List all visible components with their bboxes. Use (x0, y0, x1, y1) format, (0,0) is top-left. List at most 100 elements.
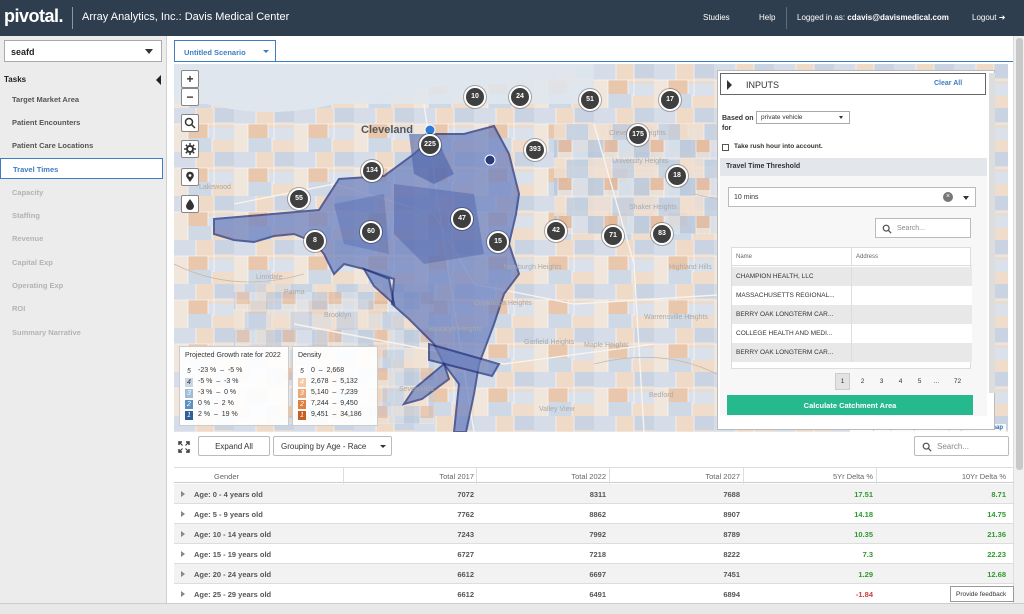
map-layer-button[interactable] (181, 195, 199, 213)
tab-untitled-scenario[interactable]: Untitled Scenario (174, 40, 276, 62)
scrollbar-thumb[interactable] (1016, 38, 1023, 470)
map-cluster[interactable]: 60 (360, 221, 382, 243)
total-2027-cell: 7688 (723, 490, 740, 499)
inputs-header[interactable]: INPUTS Clear All (720, 73, 986, 95)
grouping-select[interactable]: Grouping by Age - Race (273, 436, 392, 456)
page-button[interactable]: 1 (835, 373, 850, 390)
place-label: Maple Heights (584, 342, 629, 349)
column-header-total-2027[interactable]: Total 2027 (705, 472, 740, 481)
column-header-total-2022[interactable]: Total 2022 (571, 472, 606, 481)
table-row[interactable]: Age: 5 - 9 years old 7762 8862 8907 14.18 14.… (174, 504, 1013, 524)
map-cluster[interactable]: 24 (509, 86, 531, 108)
column-header-gender[interactable]: Gender (214, 472, 240, 481)
map-pin-button[interactable] (181, 168, 199, 186)
threshold-select[interactable]: 10 mins × (728, 187, 976, 207)
total-2027-cell: 8907 (723, 510, 740, 519)
page-button[interactable]: 4 (898, 378, 903, 385)
table-row[interactable]: Age: 10 - 14 years old 7243 7992 8789 10.35 2… (174, 524, 1013, 544)
sidebar-item-capacity[interactable]: Capacity (12, 188, 44, 197)
page-button[interactable]: 3 (879, 378, 884, 385)
map-cluster[interactable]: 18 (666, 165, 688, 187)
calculate-catchment-button[interactable]: Calculate Catchment Area (727, 395, 973, 415)
sidebar-item-roi[interactable]: ROI (12, 304, 26, 313)
zoom-out-button[interactable]: − (181, 88, 199, 106)
place-label: Lakewood (199, 184, 231, 191)
provide-feedback-button[interactable]: Provide feedback (950, 586, 1014, 602)
map-cluster[interactable]: 225 (419, 134, 441, 156)
sidebar-item-summary-narrative[interactable]: Summary Narrative (12, 328, 81, 337)
map-cluster[interactable]: 55 (288, 188, 310, 210)
zoom-in-button[interactable]: + (181, 70, 199, 88)
table-row[interactable]: Age: 20 - 24 years old 6612 6697 7451 1.29 12… (174, 564, 1013, 584)
transport-mode-select[interactable]: private vehicle (756, 111, 850, 124)
page-scrollbar[interactable] (1013, 36, 1024, 614)
location-row[interactable]: BERRY OAK LONGTERM CAR... (732, 305, 972, 324)
map-cluster[interactable]: 47 (451, 208, 473, 230)
expand-row-icon[interactable] (181, 551, 185, 557)
expand-all-button[interactable]: Expand All (198, 436, 270, 456)
page-button[interactable]: 5 (917, 378, 922, 385)
sidebar-item-patient-care-locations[interactable]: Patient Care Locations (12, 141, 94, 150)
collapse-inputs-icon[interactable] (727, 80, 732, 90)
map-cluster[interactable]: 175 (627, 124, 649, 146)
study-selector[interactable]: seafd (4, 40, 162, 62)
sidebar-item-staffing[interactable]: Staffing (12, 211, 40, 220)
app-title: Array Analytics, Inc.: Davis Medical Cen… (82, 11, 290, 23)
legend-swatch: 2 (185, 400, 193, 409)
sidebar-item-target-market-area[interactable]: Target Market Area (12, 95, 80, 104)
pivotal-logo[interactable]: pivotal. (4, 6, 64, 26)
expand-view-button[interactable] (174, 437, 194, 457)
sidebar-item-capital-exp[interactable]: Capital Exp (12, 258, 53, 267)
sidebar-item-operating-exp[interactable]: Operating Exp (12, 281, 64, 290)
map-cluster[interactable]: 393 (524, 139, 546, 161)
rush-hour-checkbox[interactable] (722, 144, 729, 151)
table-search-input[interactable]: Search... (914, 436, 1009, 456)
delta-10yr-cell: 12.68 (987, 570, 1006, 579)
horizontal-scrollbar[interactable] (0, 603, 1024, 614)
map-cluster[interactable]: 83 (651, 223, 673, 245)
login-info: Logged in as: cdavis@davismedical.com (797, 13, 949, 22)
page-button[interactable]: 2 (860, 378, 865, 385)
clear-all-button[interactable]: Clear All (934, 80, 963, 87)
collapse-tasks-icon[interactable] (156, 75, 161, 85)
column-header-5yr-delta[interactable]: 5Yr Delta % (832, 472, 873, 481)
sidebar-item-travel-times[interactable]: Travel Times (0, 158, 163, 179)
map-cluster[interactable]: 17 (659, 89, 681, 111)
logout-link[interactable]: Logout ➜ (972, 13, 1005, 22)
map-search-button[interactable] (181, 114, 199, 132)
help-link[interactable]: Help (759, 13, 776, 22)
legend-swatch: 3 (298, 389, 306, 398)
map-cluster[interactable]: 42 (545, 220, 567, 242)
map-cluster[interactable]: 8 (304, 230, 326, 252)
map-settings-button[interactable] (181, 140, 199, 158)
table-row[interactable]: Age: 0 - 4 years old 7072 8311 7688 17.51 8.7… (174, 484, 1013, 504)
table-row[interactable]: Age: 15 - 19 years old 6727 7218 8222 7.3 22.… (174, 544, 1013, 564)
location-row[interactable]: MASSACHUSETTS REGIONAL... (732, 286, 972, 305)
clear-icon[interactable]: × (943, 192, 953, 202)
expand-row-icon[interactable] (181, 531, 185, 537)
expand-row-icon[interactable] (181, 491, 185, 497)
location-search-input[interactable]: Search... (875, 218, 971, 238)
location-row[interactable]: COLLEGE HEALTH AND MEDI... (732, 324, 972, 343)
map-cluster[interactable]: 134 (361, 160, 383, 182)
map[interactable]: Cleveland Cleveland Heights University H… (174, 64, 1008, 432)
inputs-scrollbar[interactable] (989, 73, 995, 393)
page-button[interactable]: 72 (953, 378, 962, 385)
sidebar-item-revenue[interactable]: Revenue (12, 234, 44, 243)
location-row[interactable]: BERRY OAK LONGTERM CAR... (732, 343, 972, 362)
studies-link[interactable]: Studies (703, 13, 730, 22)
map-cluster[interactable]: 15 (487, 231, 509, 253)
column-header-10yr-delta[interactable]: 10Yr Delta % (961, 472, 1006, 481)
map-cluster[interactable]: 10 (464, 86, 486, 108)
map-cluster[interactable]: 51 (579, 89, 601, 111)
column-divider (851, 248, 852, 266)
location-row[interactable]: CHAMPION HEALTH, LLC (732, 267, 972, 286)
expand-row-icon[interactable] (181, 511, 185, 517)
expand-row-icon[interactable] (181, 571, 185, 577)
top-bar: pivotal. Array Analytics, Inc.: Davis Me… (0, 0, 1024, 36)
sidebar-item-patient-encounters[interactable]: Patient Encounters (12, 118, 81, 127)
map-cluster[interactable]: 71 (602, 225, 624, 247)
expand-row-icon[interactable] (181, 591, 185, 597)
table-row[interactable]: Age: 25 - 29 years old661264916894-1.844… (174, 584, 1013, 604)
column-header-total-2017[interactable]: Total 2017 (439, 472, 474, 481)
